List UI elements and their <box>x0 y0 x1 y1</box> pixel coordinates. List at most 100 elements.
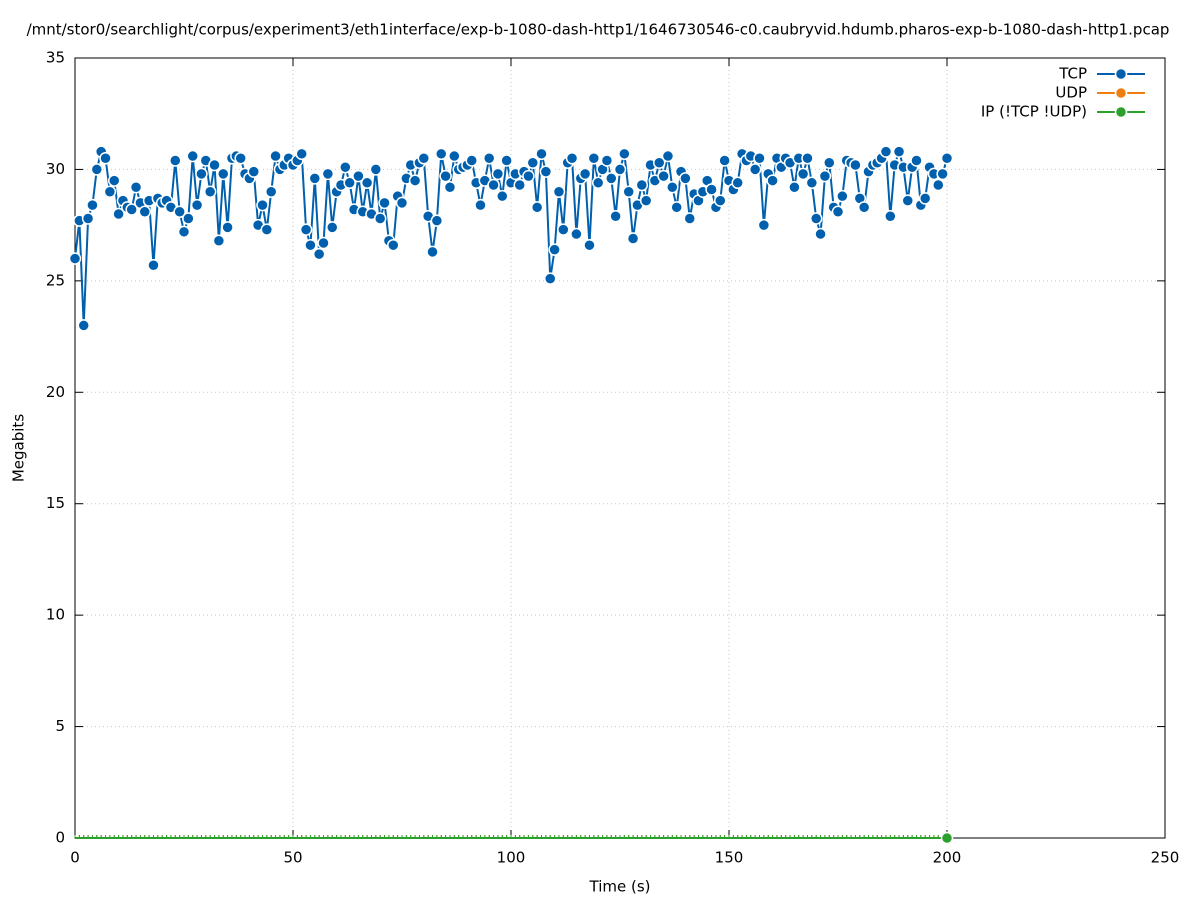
y-tick-label: 5 <box>55 717 65 735</box>
data-point <box>234 152 247 165</box>
data-point <box>565 152 579 165</box>
data-point <box>757 218 771 232</box>
x-tick-label: 50 <box>283 849 302 867</box>
data-point <box>539 165 553 178</box>
data-point <box>474 198 487 212</box>
data-point <box>260 223 274 236</box>
data-point <box>247 165 261 178</box>
data-point <box>186 149 199 163</box>
data-point <box>190 198 204 212</box>
data-point <box>626 232 640 245</box>
data-point <box>530 201 544 214</box>
data-point <box>112 207 125 221</box>
data-point <box>439 169 452 183</box>
data-point <box>605 172 618 185</box>
data-point <box>77 319 90 332</box>
data-point <box>482 152 496 165</box>
y-tick-label: 25 <box>46 271 65 289</box>
data-point <box>395 196 409 210</box>
data-point <box>849 158 862 172</box>
data-point <box>683 212 697 225</box>
data-point <box>312 247 326 261</box>
data-point <box>570 227 583 241</box>
data-point <box>86 198 99 212</box>
data-point <box>557 223 570 236</box>
chart-title: /mnt/stor0/searchlight/corpus/experiment… <box>27 21 1170 39</box>
data-point <box>591 176 605 190</box>
data-point <box>814 227 827 241</box>
data-point <box>107 174 121 187</box>
data-point <box>426 245 439 259</box>
y-axis-label: Megabits <box>10 414 28 482</box>
legend-marker <box>1114 67 1128 81</box>
data-point <box>317 236 330 250</box>
data-point <box>622 185 635 198</box>
data-point <box>879 145 893 158</box>
data-point <box>408 174 422 187</box>
y-tick-label: 30 <box>46 160 65 178</box>
data-point <box>208 158 221 172</box>
data-point <box>90 163 104 176</box>
data-point <box>932 178 945 192</box>
x-tick-label: 100 <box>497 849 526 867</box>
data-point <box>434 147 448 161</box>
data-point <box>805 176 819 190</box>
data-point <box>264 185 278 198</box>
data-point <box>639 194 653 207</box>
data-point <box>352 169 365 183</box>
data-point <box>831 205 845 219</box>
data-point <box>360 176 374 190</box>
data-point <box>657 169 670 183</box>
data-point <box>652 156 666 169</box>
data-point <box>613 163 627 176</box>
data-point <box>788 181 801 194</box>
y-tick-label: 15 <box>46 494 65 512</box>
data-point <box>491 167 505 181</box>
data-point <box>443 181 457 194</box>
data-point <box>173 205 186 219</box>
data-point <box>99 152 112 165</box>
data-point <box>487 178 500 192</box>
x-tick-label: 0 <box>70 849 80 867</box>
data-point <box>373 212 387 225</box>
data-point <box>857 201 871 214</box>
data-point <box>609 209 622 223</box>
data-point <box>465 154 479 167</box>
data-point <box>587 152 601 165</box>
data-point <box>68 252 82 265</box>
data-point <box>753 152 766 165</box>
data-point <box>543 272 557 285</box>
y-tick-label: 0 <box>55 829 65 847</box>
data-point <box>618 147 631 161</box>
x-tick-label: 200 <box>933 849 962 867</box>
data-point <box>718 154 731 167</box>
data-point <box>679 172 692 185</box>
data-point <box>387 238 400 252</box>
data-point <box>552 185 566 198</box>
data-point <box>448 149 461 163</box>
data-point <box>635 178 649 192</box>
data-point <box>182 212 195 225</box>
data-point <box>378 196 391 210</box>
data-point <box>940 152 954 165</box>
data-point <box>600 154 614 167</box>
legend-marker <box>1114 86 1128 100</box>
data-point <box>548 243 561 256</box>
data-point <box>796 167 810 181</box>
data-point <box>325 221 339 234</box>
x-tick-label: 150 <box>715 849 744 867</box>
data-point <box>169 154 182 167</box>
data-point <box>940 831 954 845</box>
data-point <box>212 234 226 247</box>
data-point <box>299 223 313 236</box>
data-point <box>892 145 906 158</box>
x-tick-label: 250 <box>1151 849 1180 867</box>
data-point <box>884 209 897 223</box>
data-point <box>138 205 152 219</box>
data-point <box>666 181 679 194</box>
data-point <box>823 156 836 169</box>
data-point <box>343 176 356 190</box>
data-point <box>125 203 138 216</box>
data-point <box>910 154 923 167</box>
data-point <box>103 185 117 198</box>
